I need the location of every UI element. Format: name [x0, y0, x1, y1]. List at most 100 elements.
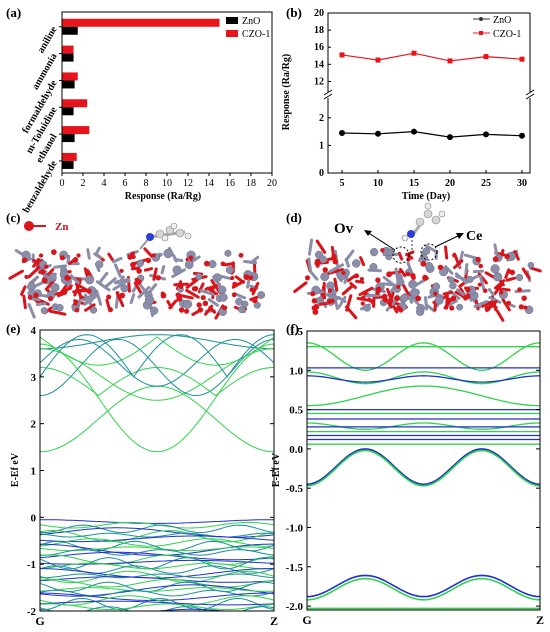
zn-atom — [225, 266, 234, 274]
o-atom — [362, 290, 368, 296]
o-atom — [304, 275, 311, 281]
band-line — [307, 422, 540, 430]
band-line — [40, 348, 274, 401]
ce-label: Ce — [466, 229, 482, 244]
point-zno — [339, 129, 345, 136]
o-atom — [314, 258, 321, 265]
crystal-slab-c — [8, 246, 266, 320]
o-atom — [341, 270, 346, 276]
bond — [444, 245, 449, 260]
band-line — [40, 535, 274, 543]
bond — [356, 296, 374, 303]
panel-f-axes: -2.0 -1.5 -1.0 -0.5 0.0 0.5 1.0 1.5 G Z — [286, 326, 544, 627]
zn-atom — [136, 260, 144, 268]
zn-atom — [493, 272, 503, 282]
o-atom — [433, 291, 438, 296]
band-line — [40, 554, 274, 565]
o-atom — [329, 298, 335, 304]
panel-a-label: (a) — [6, 5, 21, 20]
panel-b-label: (b) — [286, 5, 302, 20]
o-atom — [312, 308, 319, 315]
band-line — [40, 581, 274, 592]
zn-atom — [89, 306, 98, 314]
bond — [501, 298, 511, 312]
band-line — [40, 549, 274, 556]
panel-e: (e) -2 -1 0 1 2 3 4 G Z E-Ef eV — [6, 321, 278, 628]
o-atom — [311, 298, 318, 304]
o-atom — [130, 261, 136, 268]
o-atom — [450, 295, 457, 302]
o-atom — [220, 261, 226, 267]
o-atom — [483, 288, 488, 293]
o-atom — [506, 300, 511, 306]
band-line — [40, 519, 274, 524]
zn-atom — [184, 260, 194, 270]
panel-b-ytick-label: 18 — [314, 25, 324, 36]
bond — [307, 257, 312, 272]
o-atom — [446, 297, 452, 303]
o-atom — [35, 260, 40, 265]
bar-czo — [62, 45, 74, 54]
band-line — [40, 570, 274, 584]
bond — [293, 281, 308, 293]
bond — [359, 256, 366, 267]
bond — [137, 286, 151, 299]
bond — [176, 293, 194, 300]
band-line — [40, 366, 274, 397]
panel-a: (a) 0 2 4 6 8 10 12 14 16 18 20anilineammoniaforma… — [6, 5, 277, 215]
band-line — [40, 336, 274, 366]
zn-atom — [447, 276, 455, 284]
band-ytick-label: -2.0 — [286, 601, 304, 613]
zn-atom — [56, 304, 64, 312]
o-atom — [484, 305, 491, 312]
zn-atom — [424, 261, 434, 271]
bond — [473, 300, 488, 308]
band-line — [307, 449, 540, 487]
o-atom — [188, 255, 193, 260]
o-atom — [249, 287, 254, 292]
o-atom — [59, 255, 65, 261]
ov-arrow — [366, 231, 396, 251]
bond — [94, 246, 101, 256]
o-atom — [415, 295, 422, 302]
bond — [207, 298, 220, 307]
band-ytick-label: -0.5 — [286, 483, 304, 495]
panel-a-xtick-label: 0 — [60, 178, 65, 189]
axis-break-mark — [525, 89, 535, 96]
band-line — [40, 334, 274, 350]
band-line — [40, 595, 274, 606]
zn-atom — [257, 291, 266, 299]
o-atom — [44, 264, 49, 269]
bar-czo — [62, 72, 78, 81]
bond — [143, 267, 153, 272]
panel-a-legend: ZnO CZO-1 — [226, 16, 270, 40]
o-atom — [203, 260, 210, 267]
o-atom — [504, 253, 510, 260]
zn-atom — [195, 273, 203, 281]
bond — [160, 265, 166, 275]
o-atom — [465, 286, 471, 293]
panel-c: (c) Zn — [6, 210, 266, 320]
bond — [233, 292, 247, 300]
o-atom — [499, 290, 504, 295]
band-line — [40, 551, 274, 561]
bond — [69, 274, 80, 285]
bond — [143, 247, 155, 260]
o-atom — [230, 276, 235, 281]
o-atom — [405, 272, 411, 277]
band-line — [40, 573, 274, 579]
panel-d-label: (d) — [286, 210, 302, 225]
legend-label-zno-b: ZnO — [493, 15, 511, 26]
o-atom — [39, 269, 46, 275]
o-atom — [222, 305, 228, 311]
crystal-slab-d — [293, 238, 542, 322]
band-ytick-label: 1 — [31, 466, 37, 478]
panel-b-xtick-label: 15 — [409, 178, 419, 189]
zn-atom — [466, 275, 474, 284]
band-xtick-label-z: Z — [270, 614, 278, 628]
band-ytick-label: 2 — [31, 419, 37, 431]
band-ytick-label: 3 — [31, 372, 37, 384]
zn-atom — [490, 264, 500, 274]
bond — [495, 309, 505, 322]
band-line — [40, 606, 274, 611]
